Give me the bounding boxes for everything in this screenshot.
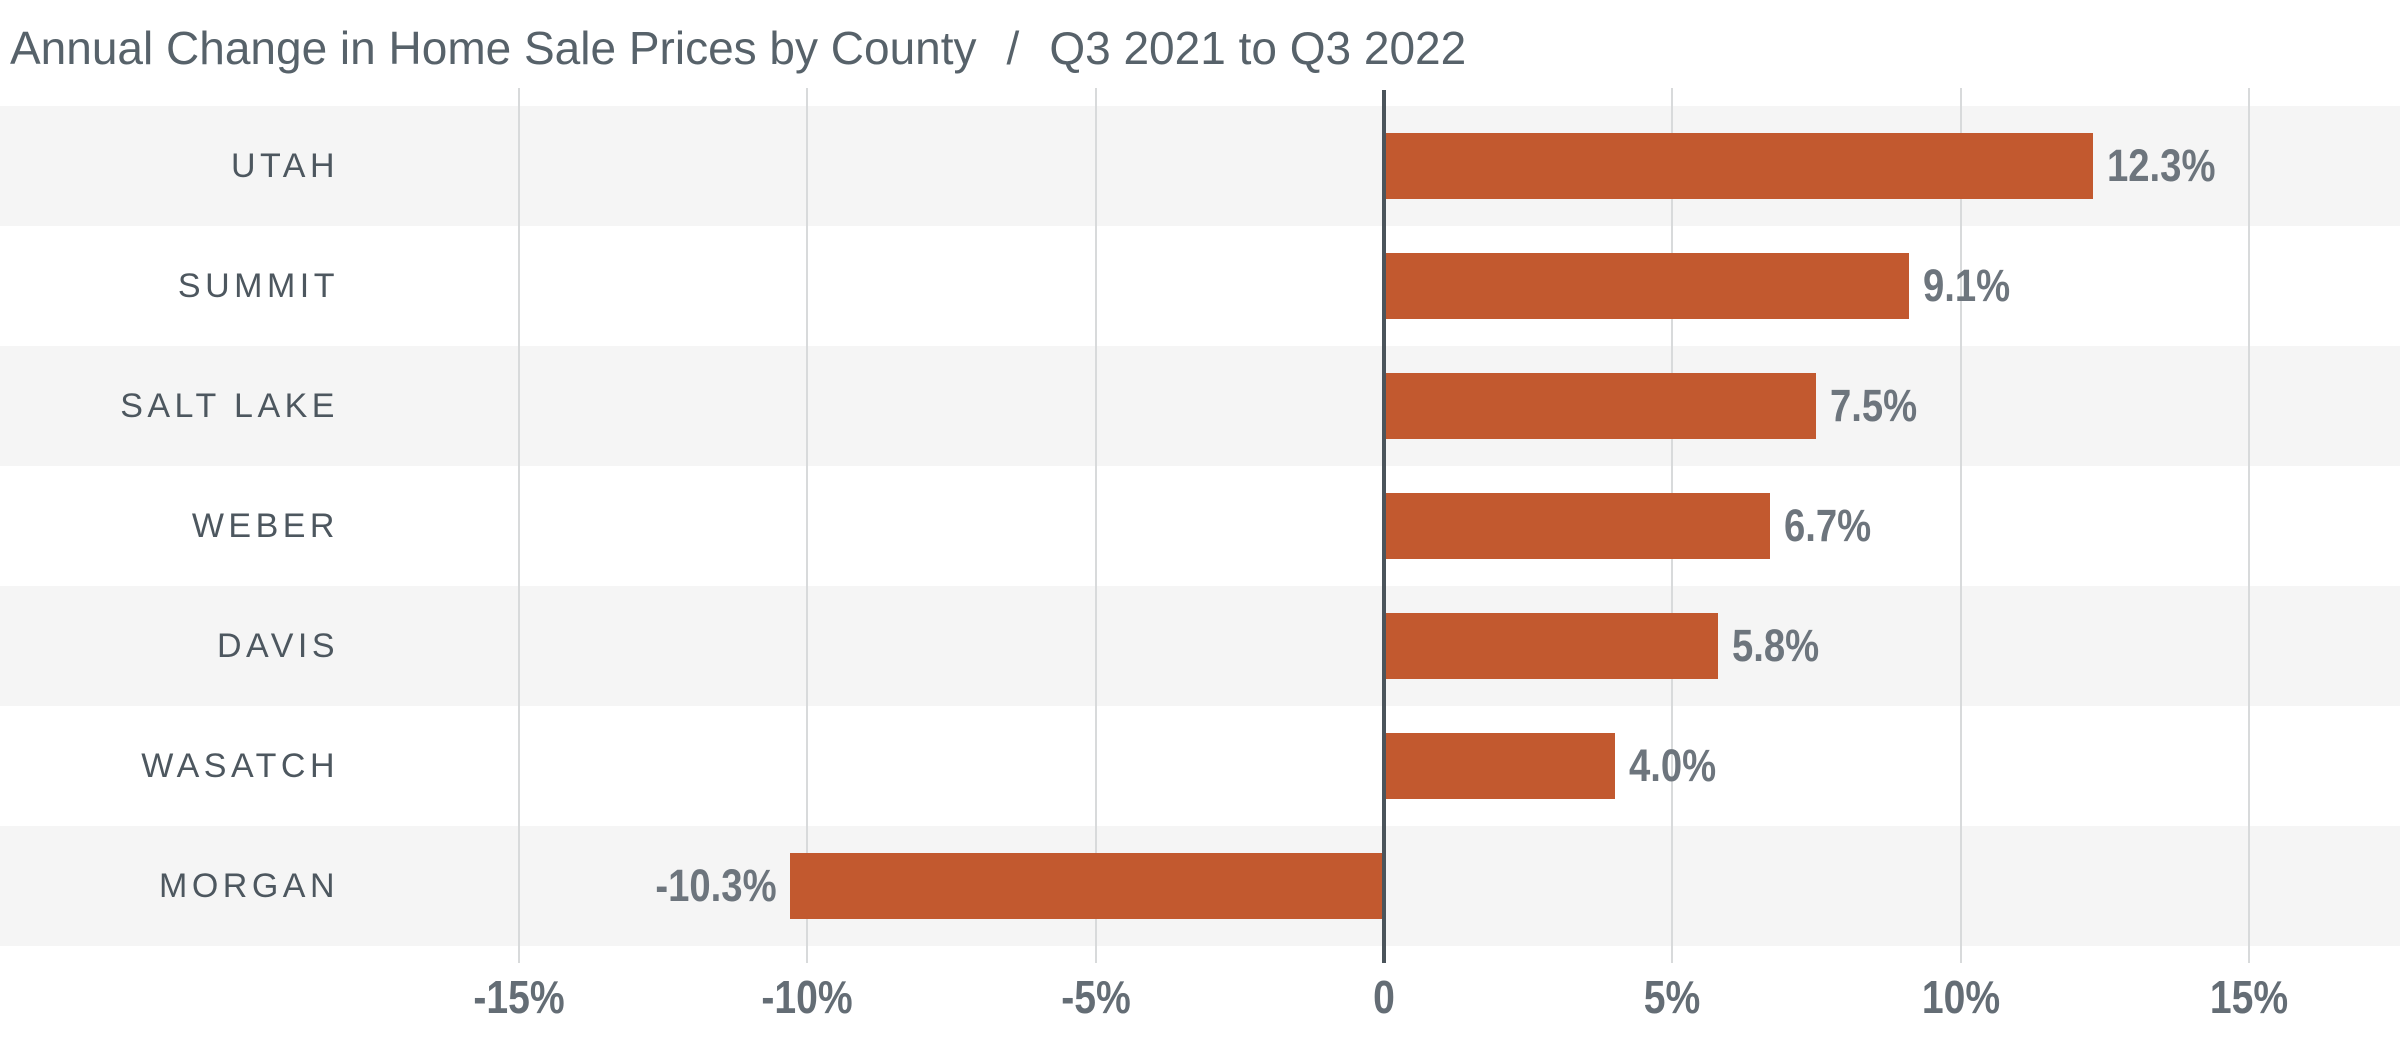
x-tick-label: -5%: [1060, 971, 1131, 1023]
bar: [790, 853, 1384, 919]
category-label: SALT LAKE: [120, 387, 339, 425]
value-label: 5.8%: [1732, 620, 1820, 671]
x-tick-label: 0: [1373, 971, 1395, 1023]
value-label: 12.3%: [2107, 140, 2216, 191]
x-tick-label: 5%: [1644, 971, 1701, 1023]
chart-title-period: Q3 2021 to Q3 2022: [1049, 22, 1467, 74]
x-tick-label: -10%: [761, 971, 854, 1023]
category-label: SUMMIT: [177, 267, 339, 305]
x-tick-label: -15%: [473, 971, 565, 1023]
bar: [1384, 373, 1817, 439]
category-label: MORGAN: [159, 867, 339, 905]
bar: [1384, 613, 1719, 679]
category-label: WASATCH: [141, 747, 339, 785]
zero-axis-line: [1382, 90, 1386, 963]
gridline: [518, 88, 521, 963]
chart-title-separator: /: [1006, 22, 1020, 74]
gridline: [806, 88, 809, 963]
value-label: 7.5%: [1830, 380, 1918, 431]
bar: [1384, 493, 1771, 559]
category-label: UTAH: [230, 147, 339, 185]
value-label: -10.3%: [654, 860, 777, 911]
x-tick-label: 10%: [1921, 971, 2000, 1023]
bar: [1384, 733, 1615, 799]
value-label: 4.0%: [1628, 740, 1716, 791]
value-label: 9.1%: [1922, 260, 2010, 311]
bar: [1384, 133, 2094, 199]
category-label: DAVIS: [216, 627, 339, 665]
gridline: [2247, 88, 2250, 963]
gridline: [1094, 88, 1097, 963]
category-label: WEBER: [191, 507, 339, 545]
gridline: [1959, 88, 1962, 963]
bar: [1384, 253, 1909, 319]
x-tick-label: 15%: [2209, 971, 2289, 1023]
row-stripe: [0, 346, 2400, 466]
chart-title: Annual Change in Home Sale Prices by Cou…: [10, 22, 1466, 75]
row-stripe: [0, 586, 2400, 706]
chart-title-main: Annual Change in Home Sale Prices by Cou…: [10, 22, 977, 74]
value-label: 6.7%: [1784, 500, 1872, 551]
